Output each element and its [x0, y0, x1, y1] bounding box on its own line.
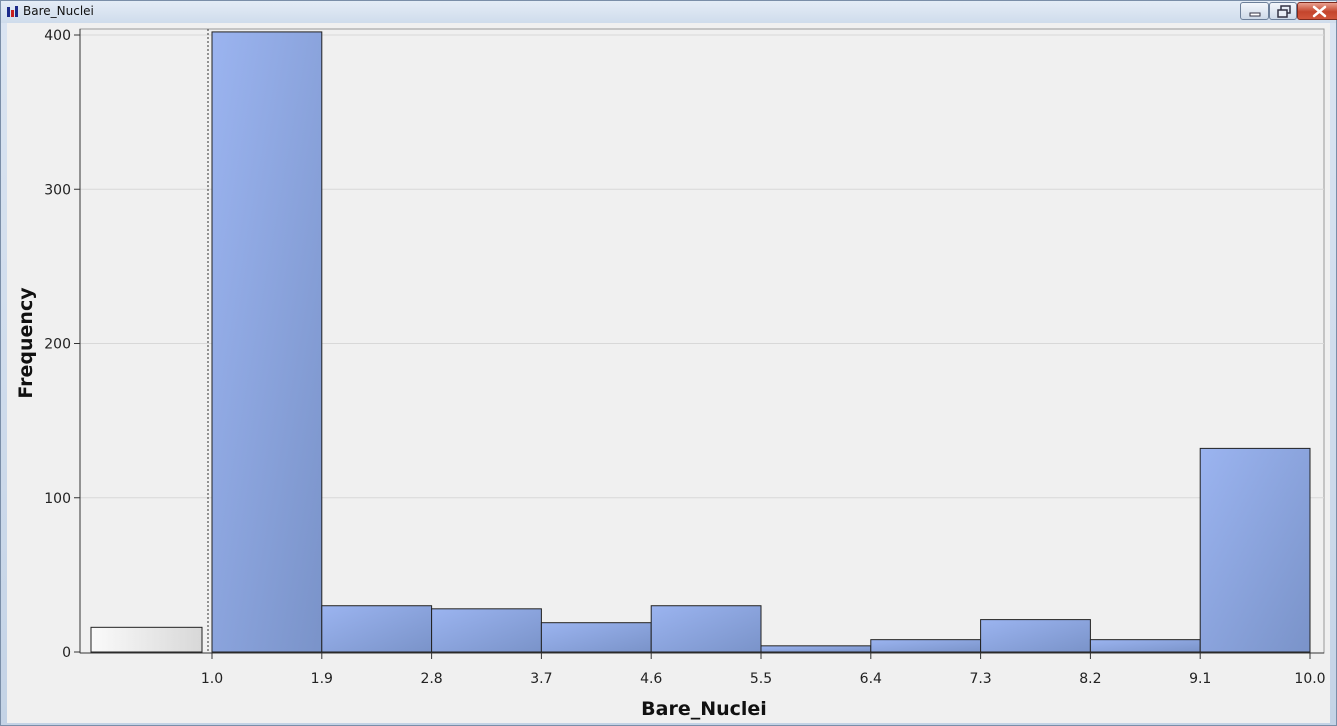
restore-button[interactable] — [1269, 2, 1297, 20]
x-tick-label: 5.5 — [750, 671, 772, 687]
restore-icon — [1277, 5, 1291, 18]
minimize-icon — [1249, 12, 1261, 17]
x-tick-label: 1.9 — [311, 671, 333, 687]
y-tick-label: 100 — [44, 491, 71, 507]
histogram-bar — [760, 645, 872, 653]
histogram-chart: 0 100 200 300 400 1.0 1.9 2.8 3.7 4.6 5.5 6.4 7.3 8.… — [15, 28, 1326, 720]
x-tick-label: 7.3 — [969, 671, 991, 687]
close-button[interactable] — [1297, 2, 1337, 20]
minimize-button[interactable] — [1240, 2, 1269, 20]
bars — [90, 31, 1311, 653]
histogram-bar — [321, 605, 433, 653]
x-tick-label: 4.6 — [640, 671, 662, 687]
missing-value-bar — [90, 626, 203, 653]
histogram-bar — [1199, 447, 1311, 653]
y-tick-label: 0 — [62, 645, 71, 661]
histogram-bar — [1089, 639, 1201, 653]
histogram-bar — [980, 619, 1091, 653]
close-icon — [1312, 5, 1327, 18]
x-axis-title: Bare_Nuclei — [641, 698, 767, 720]
x-tick-label: 10.0 — [1294, 671, 1325, 687]
histogram-bar — [870, 639, 982, 653]
histogram-bar — [211, 31, 323, 653]
window-title: Bare_Nuclei — [23, 4, 94, 18]
x-tick-label: 8.2 — [1079, 671, 1101, 687]
title-bar[interactable]: Bare_Nuclei — [1, 1, 1337, 23]
x-axis-ticks: 1.0 1.9 2.8 3.7 4.6 5.5 6.4 7.3 8.2 9.1 10.0 — [201, 653, 1326, 687]
chart-area: 0 100 200 300 400 1.0 1.9 2.8 3.7 4.6 5.5 6.4 7.3 8.… — [7, 23, 1330, 723]
y-tick-label: 200 — [44, 337, 71, 353]
y-axis-ticks: 0 100 200 300 400 — [44, 28, 80, 661]
x-tick-label: 3.7 — [530, 671, 552, 687]
x-tick-label: 2.8 — [420, 671, 442, 687]
y-tick-label: 300 — [44, 182, 71, 198]
histogram-bar — [540, 622, 652, 653]
histogram-bar — [431, 608, 542, 653]
x-tick-label: 9.1 — [1189, 671, 1211, 687]
x-tick-label: 1.0 — [201, 671, 223, 687]
y-tick-label: 400 — [44, 28, 71, 44]
bar-chart-icon — [7, 6, 18, 17]
y-axis-title: Frequency — [15, 287, 37, 399]
histogram-bar — [650, 605, 762, 653]
x-tick-label: 6.4 — [860, 671, 882, 687]
